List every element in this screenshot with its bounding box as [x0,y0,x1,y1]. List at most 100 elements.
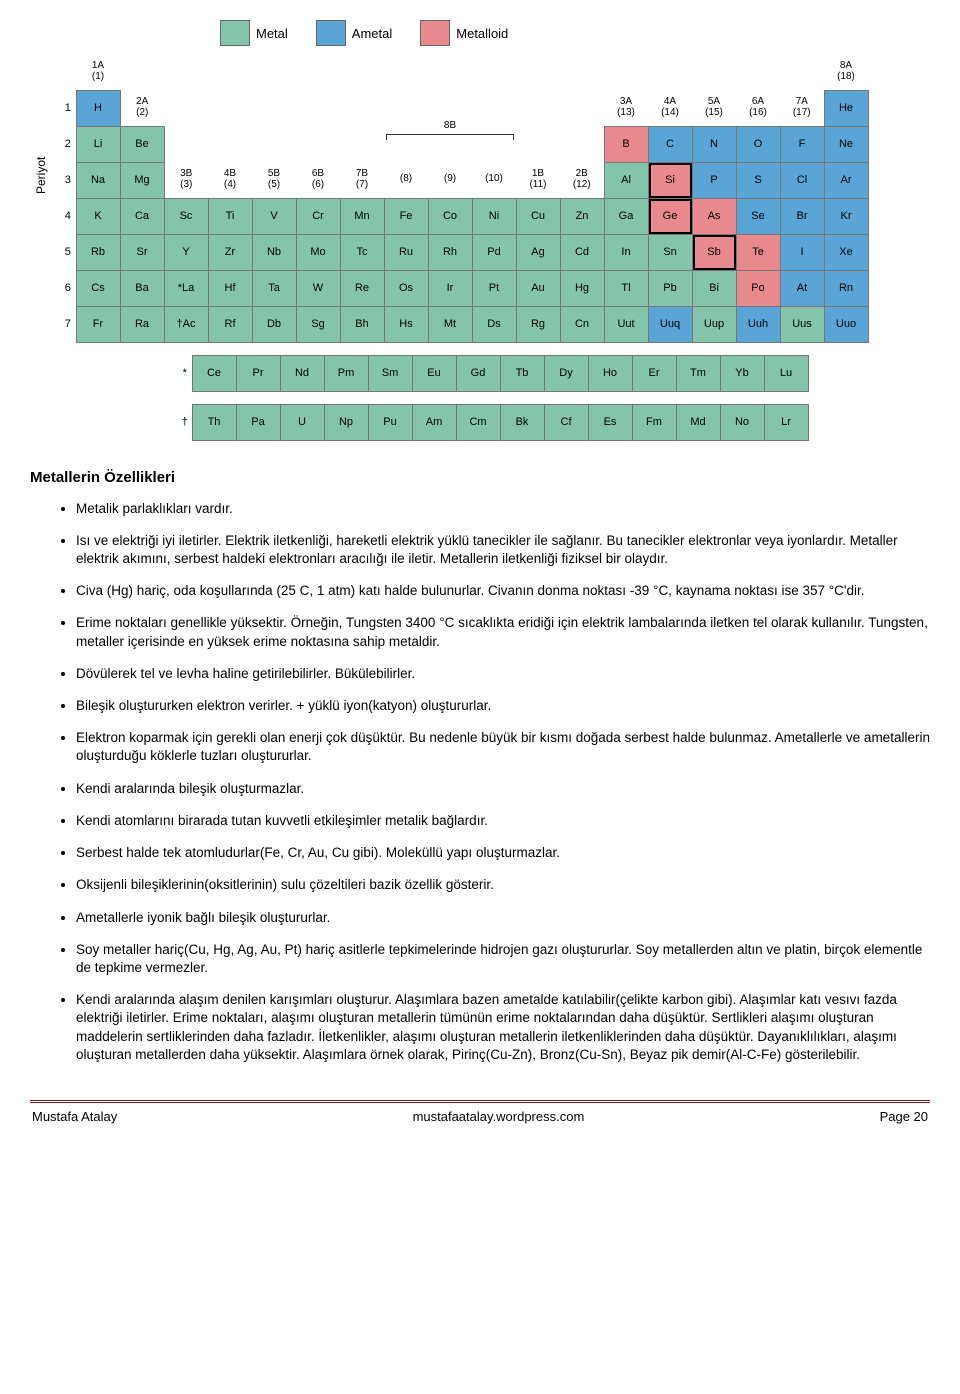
el-Ru: Ru [384,234,428,270]
el-O: O [736,126,780,162]
legend-ametal: Ametal [316,20,392,46]
el-Si: Si [648,162,692,198]
el-K: K [76,198,120,234]
el-Os: Os [384,270,428,306]
legend: Metal Ametal Metalloid [220,20,930,46]
footer-left: Mustafa Atalay [32,1109,117,1124]
list-item: Elektron koparmak için gerekli olan ener… [76,729,930,765]
list-item: Metalik parlaklıkları vardır. [76,500,930,518]
el-Uup: Uup [692,306,736,342]
el-Db: Db [252,306,296,342]
actinides-row: † Th Pa U Np Pu Am Cm Bk Cf Es Fm Md No … [178,404,809,441]
hdr-g1: 1A(1) [76,54,120,90]
el-Sm: Sm [368,355,412,391]
footer-center: mustafaatalay.wordpress.com [413,1109,585,1124]
list-item: Erime noktaları genellikle yüksektir. Ör… [76,614,930,650]
el-Uut: Uut [604,306,648,342]
el-Na: Na [76,162,120,198]
list-item: Dövülerek tel ve levha haline getirilebi… [76,665,930,683]
el-Sr: Sr [120,234,164,270]
el-Nb: Nb [252,234,296,270]
el-Rf: Rf [208,306,252,342]
list-item: Soy metaller hariç(Cu, Hg, Ag, Au, Pt) h… [76,941,930,977]
el-C: C [648,126,692,162]
list-item: Oksijenli bileşiklerinin(oksitlerinin) s… [76,876,930,894]
hdr-g17: 7A(17) [780,90,824,126]
period-5: 5 [60,234,76,270]
el-Rn: Rn [824,270,868,306]
el-Ce: Ce [192,355,236,391]
el-Tc: Tc [340,234,384,270]
el-Pr: Pr [236,355,280,391]
el-Er: Er [632,355,676,391]
el-Ac: †Ac [164,306,208,342]
el-Tb: Tb [500,355,544,391]
list-item: Kendi aralarında bileşik oluşturmazlar. [76,780,930,798]
period-3: 3 [60,162,76,198]
el-As: As [692,198,736,234]
legend-metalloid-label: Metalloid [456,26,508,41]
el-W: W [296,270,340,306]
el-Hf: Hf [208,270,252,306]
el-Cf: Cf [544,404,588,440]
period-4: 4 [60,198,76,234]
el-Ar: Ar [824,162,868,198]
hdr-g6: 6B(6) [296,162,340,198]
el-P: P [692,162,736,198]
el-Nd: Nd [280,355,324,391]
el-Rg: Rg [516,306,560,342]
el-Hg: Hg [560,270,604,306]
hdr-g7: 7B(7) [340,162,384,198]
el-La: *La [164,270,208,306]
el-Ag: Ag [516,234,560,270]
el-Te: Te [736,234,780,270]
list-item: Serbest halde tek atomludurlar(Fe, Cr, A… [76,844,930,862]
el-Sc: Sc [164,198,208,234]
el-H: H [76,90,120,126]
el-Zr: Zr [208,234,252,270]
period-6: 6 [60,270,76,306]
hdr-g13: 3A(13) [604,90,648,126]
ac-mark: † [178,404,192,440]
list-item: Ametallerle iyonik bağlı bileşik oluştur… [76,909,930,927]
page-footer: Mustafa Atalay mustafaatalay.wordpress.c… [30,1107,930,1124]
el-Sb: Sb [692,234,736,270]
el-Xe: Xe [824,234,868,270]
legend-metal: Metal [220,20,288,46]
el-Kr: Kr [824,198,868,234]
hdr-g5: 5B(5) [252,162,296,198]
el-Fe: Fe [384,198,428,234]
el-Sn: Sn [648,234,692,270]
el-Am: Am [412,404,456,440]
brace-8b: 8B [384,126,516,162]
la-mark: * [178,355,192,391]
el-B: B [604,126,648,162]
el-N: N [692,126,736,162]
el-Cu: Cu [516,198,560,234]
el-Gd: Gd [456,355,500,391]
el-Lr: Lr [764,404,808,440]
el-Pd: Pd [472,234,516,270]
hdr-g9: (9) [428,162,472,198]
hdr-g8: (8) [384,162,428,198]
section-title: Metallerin Özellikleri [30,469,930,486]
el-Np: Np [324,404,368,440]
el-Bi: Bi [692,270,736,306]
el-Ni: Ni [472,198,516,234]
periodic-table-grid: 1A(1) 8A(18) 1 H 2A(2) 3A(13) 4A(14) 5A(… [60,54,869,343]
el-Ta: Ta [252,270,296,306]
el-Ho: Ho [588,355,632,391]
el-Pt: Pt [472,270,516,306]
el-Uus: Uus [780,306,824,342]
el-Se: Se [736,198,780,234]
el-Eu: Eu [412,355,456,391]
swatch-metal [220,20,250,46]
el-Uuh: Uuh [736,306,780,342]
axis-label-periyot: Periyot [34,157,48,194]
hdr-g16: 6A(16) [736,90,780,126]
el-Sg: Sg [296,306,340,342]
el-Es: Es [588,404,632,440]
el-Cs: Cs [76,270,120,306]
period-2: 2 [60,126,76,162]
el-Ne: Ne [824,126,868,162]
